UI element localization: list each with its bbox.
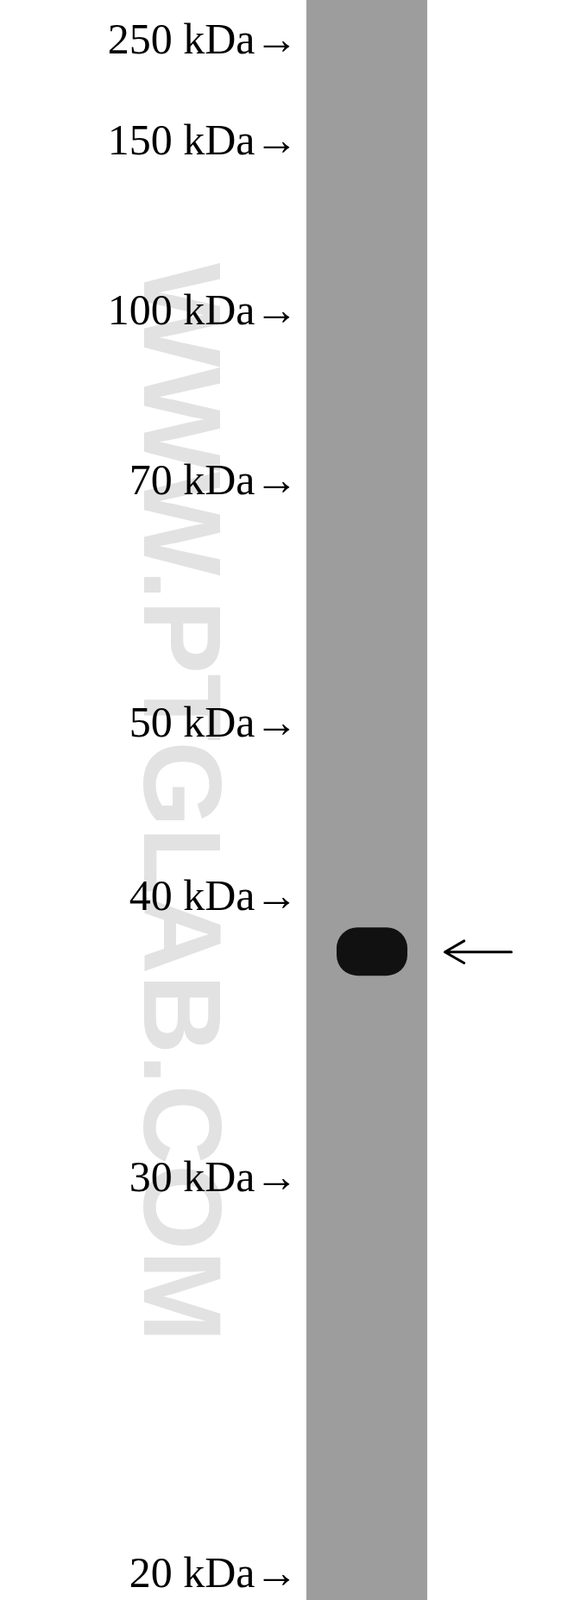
svg-text:70 kDa→: 70 kDa→ xyxy=(129,455,299,505)
svg-text:WWW.PTGLAB.COM: WWW.PTGLAB.COM xyxy=(120,263,244,1344)
svg-text:20 kDa→: 20 kDa→ xyxy=(129,1549,299,1598)
svg-text:100 kDa→: 100 kDa→ xyxy=(107,285,299,335)
svg-text:50 kDa→: 50 kDa→ xyxy=(129,698,299,747)
svg-text:30 kDa→: 30 kDa→ xyxy=(129,1153,299,1202)
svg-text:150 kDa→: 150 kDa→ xyxy=(107,115,299,164)
svg-text:40 kDa→: 40 kDa→ xyxy=(129,871,299,921)
svg-text:250 kDa→: 250 kDa→ xyxy=(107,14,299,64)
